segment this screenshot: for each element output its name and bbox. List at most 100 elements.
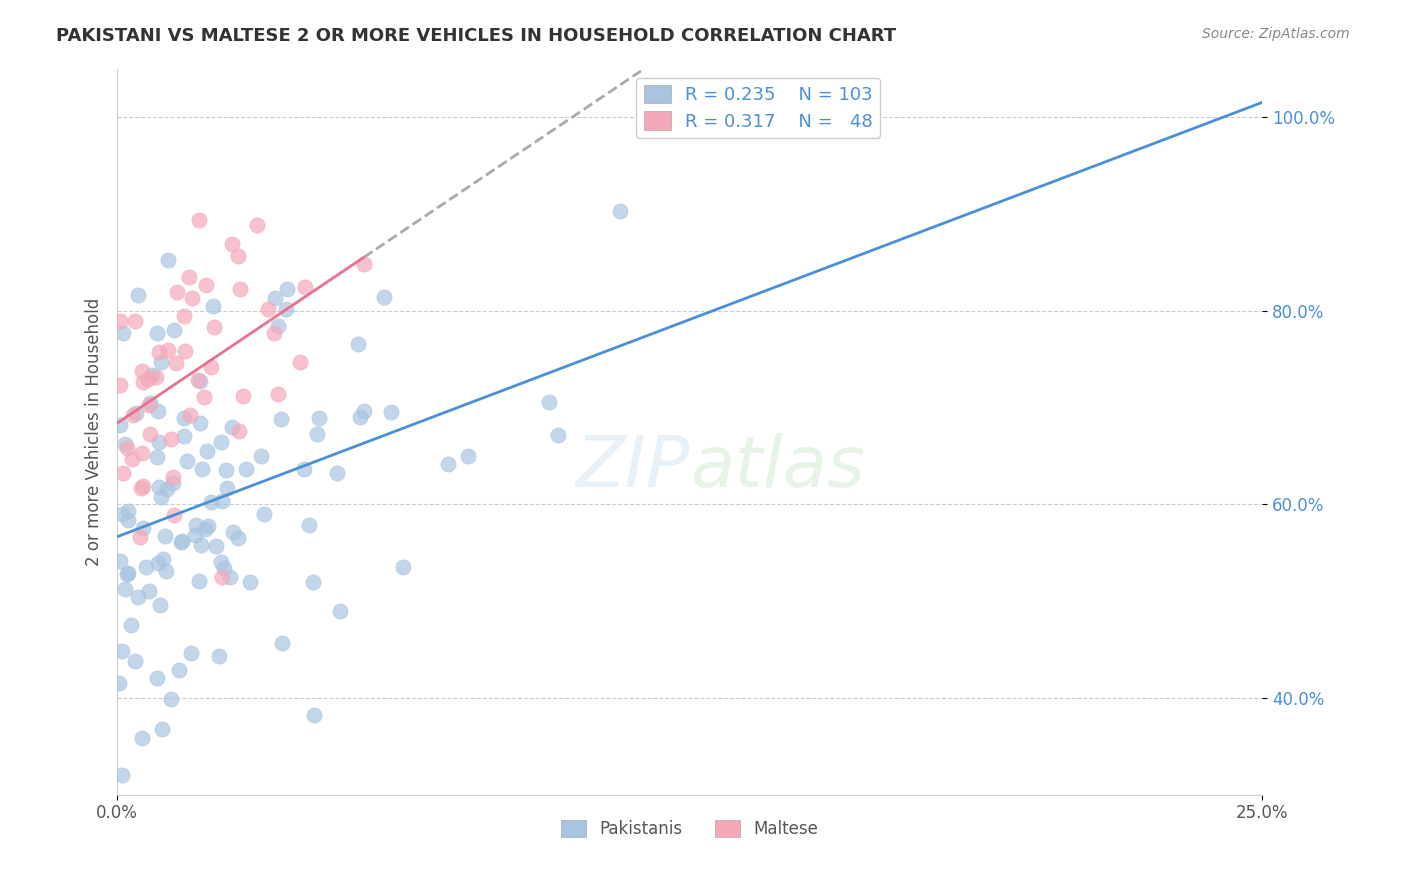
Point (274, 301, 297, 316)
Point (215, 463, 238, 477)
Point (150, 490, 173, 504)
Point (111, 467, 134, 481)
Point (270, 412, 292, 426)
Point (128, 530, 150, 544)
Point (131, 731, 153, 745)
Point (329, 604, 352, 618)
Point (201, 300, 224, 314)
Point (264, 291, 287, 305)
Point (148, 479, 170, 493)
Point (146, 556, 169, 570)
Point (190, 538, 212, 552)
Point (173, 411, 195, 425)
Point (160, 432, 183, 446)
Point (172, 533, 194, 548)
Point (122, 408, 145, 422)
Point (217, 482, 239, 496)
Point (457, 449, 479, 463)
Point (162, 475, 184, 490)
Point (108, 378, 131, 392)
Point (302, 574, 325, 589)
Point (179, 408, 201, 422)
Point (298, 518, 321, 533)
Point (117, 441, 139, 455)
Point (326, 466, 349, 480)
Point (114, 437, 136, 451)
Text: atlas: atlas (689, 434, 865, 502)
Point (163, 323, 186, 337)
Point (257, 301, 280, 316)
Point (180, 646, 202, 660)
Point (149, 598, 172, 612)
Point (165, 355, 187, 369)
Point (146, 404, 169, 418)
Point (111, 643, 134, 657)
Point (188, 213, 211, 227)
Point (152, 551, 174, 566)
Point (110, 314, 132, 328)
Point (193, 390, 215, 404)
Point (190, 462, 212, 476)
Point (184, 527, 207, 541)
Point (135, 560, 157, 574)
Point (167, 663, 190, 677)
Point (117, 513, 139, 527)
Point (353, 257, 375, 271)
Text: Source: ZipAtlas.com: Source: ZipAtlas.com (1202, 27, 1350, 41)
Point (246, 218, 269, 232)
Point (373, 290, 395, 304)
Point (117, 504, 139, 518)
Text: ZIP: ZIP (575, 434, 689, 502)
Point (249, 449, 271, 463)
Point (145, 370, 167, 384)
Y-axis label: 2 or more Vehicles in Household: 2 or more Vehicles in Household (86, 298, 103, 566)
Point (146, 671, 169, 685)
Point (153, 529, 176, 543)
Point (127, 590, 149, 604)
Point (218, 570, 240, 584)
Point (124, 314, 146, 328)
Point (221, 419, 243, 434)
Point (131, 481, 153, 495)
Point (307, 427, 329, 442)
Point (353, 403, 375, 417)
Point (188, 574, 211, 588)
Point (235, 461, 257, 475)
Point (155, 564, 177, 578)
Point (124, 655, 146, 669)
Point (131, 363, 153, 377)
Point (194, 278, 217, 293)
Point (157, 343, 180, 357)
Point (209, 435, 232, 450)
Point (117, 566, 139, 580)
Point (159, 691, 181, 706)
Point (145, 326, 167, 340)
Point (138, 398, 160, 412)
Point (211, 555, 233, 569)
Point (111, 508, 134, 522)
Point (208, 648, 231, 663)
Point (179, 270, 201, 285)
Point (138, 584, 160, 599)
Point (294, 462, 316, 476)
Point (195, 444, 218, 458)
Point (267, 319, 290, 334)
Point (173, 309, 195, 323)
Legend: Pakistanis, Maltese: Pakistanis, Maltese (554, 813, 825, 845)
Point (148, 435, 170, 450)
Point (276, 282, 298, 296)
Point (228, 249, 250, 263)
Point (127, 287, 149, 301)
Point (347, 336, 370, 351)
Point (132, 479, 155, 493)
Point (120, 618, 142, 632)
Point (188, 416, 211, 430)
Point (436, 458, 458, 472)
Point (200, 360, 222, 375)
Point (290, 355, 312, 369)
Point (200, 494, 222, 508)
Point (132, 375, 155, 389)
Point (186, 517, 208, 532)
Point (162, 470, 184, 484)
Point (226, 531, 249, 545)
